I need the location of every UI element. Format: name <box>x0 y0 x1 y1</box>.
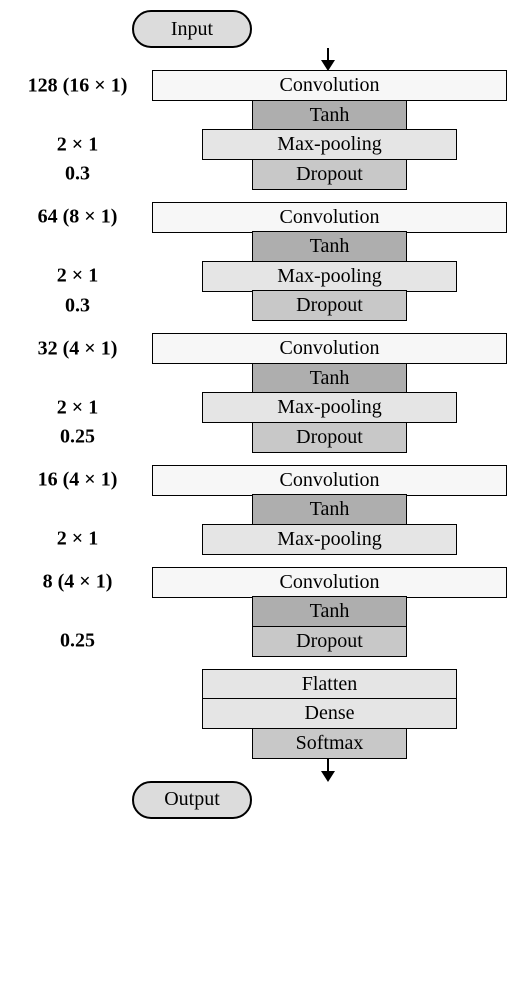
param-label: 8 (4 × 1) <box>10 571 145 594</box>
conv-layer: Convolution <box>152 465 507 496</box>
conv-layer: Convolution <box>152 70 507 101</box>
nn-architecture-diagram: Input 128 (16 × 1) Convolution Tanh 2 × 1… <box>0 10 527 819</box>
param-label: 2 × 1 <box>10 133 145 156</box>
param-label: 64 (8 × 1) <box>10 206 145 229</box>
input-terminal-wrap: Input <box>0 10 527 48</box>
param-label: 0.3 <box>10 294 145 317</box>
param-label: 0.3 <box>10 163 145 186</box>
pool-layer: Max-pooling <box>202 129 457 160</box>
param-label: 2 × 1 <box>10 265 145 288</box>
block-1: 64 (8 × 1) Convolution Tanh 2 × 1 Max-pool… <box>0 202 527 322</box>
arrow-wrap <box>0 48 527 70</box>
param-label: 32 (4 × 1) <box>10 337 145 360</box>
param-label: 2 × 1 <box>10 396 145 419</box>
input-terminal: Input <box>132 10 252 48</box>
block-4: 8 (4 × 1) Convolution Tanh 0.25 Dropout <box>0 567 527 657</box>
output-terminal: Output <box>132 781 252 819</box>
tanh-layer: Tanh <box>252 596 407 627</box>
param-label: 128 (16 × 1) <box>10 74 145 97</box>
tanh-layer: Tanh <box>252 100 407 131</box>
tanh-layer: Tanh <box>252 363 407 394</box>
dropout-layer: Dropout <box>252 422 407 453</box>
dropout-layer: Dropout <box>252 290 407 321</box>
arrow-wrap <box>0 759 527 781</box>
flatten-layer: Flatten <box>202 669 457 700</box>
block-3: 16 (4 × 1) Convolution Tanh 2 × 1 Max-pool… <box>0 465 527 555</box>
pool-layer: Max-pooling <box>202 524 457 555</box>
block-0: 128 (16 × 1) Convolution Tanh 2 × 1 Max-po… <box>0 70 527 190</box>
conv-layer: Convolution <box>152 567 507 598</box>
conv-layer: Convolution <box>152 202 507 233</box>
dropout-layer: Dropout <box>252 626 407 657</box>
tail-block: Flatten Dense Softmax <box>0 669 527 759</box>
param-label: 16 (4 × 1) <box>10 469 145 492</box>
conv-layer: Convolution <box>152 333 507 364</box>
tanh-layer: Tanh <box>252 494 407 525</box>
tanh-layer: Tanh <box>252 231 407 262</box>
dropout-layer: Dropout <box>252 159 407 190</box>
output-terminal-wrap: Output <box>0 781 527 819</box>
block-2: 32 (4 × 1) Convolution Tanh 2 × 1 Max-pool… <box>0 333 527 453</box>
softmax-layer: Softmax <box>252 728 407 759</box>
param-label: 2 × 1 <box>10 528 145 551</box>
param-label: 0.25 <box>10 630 145 653</box>
dense-layer: Dense <box>202 698 457 729</box>
pool-layer: Max-pooling <box>202 392 457 423</box>
pool-layer: Max-pooling <box>202 261 457 292</box>
param-label: 0.25 <box>10 426 145 449</box>
